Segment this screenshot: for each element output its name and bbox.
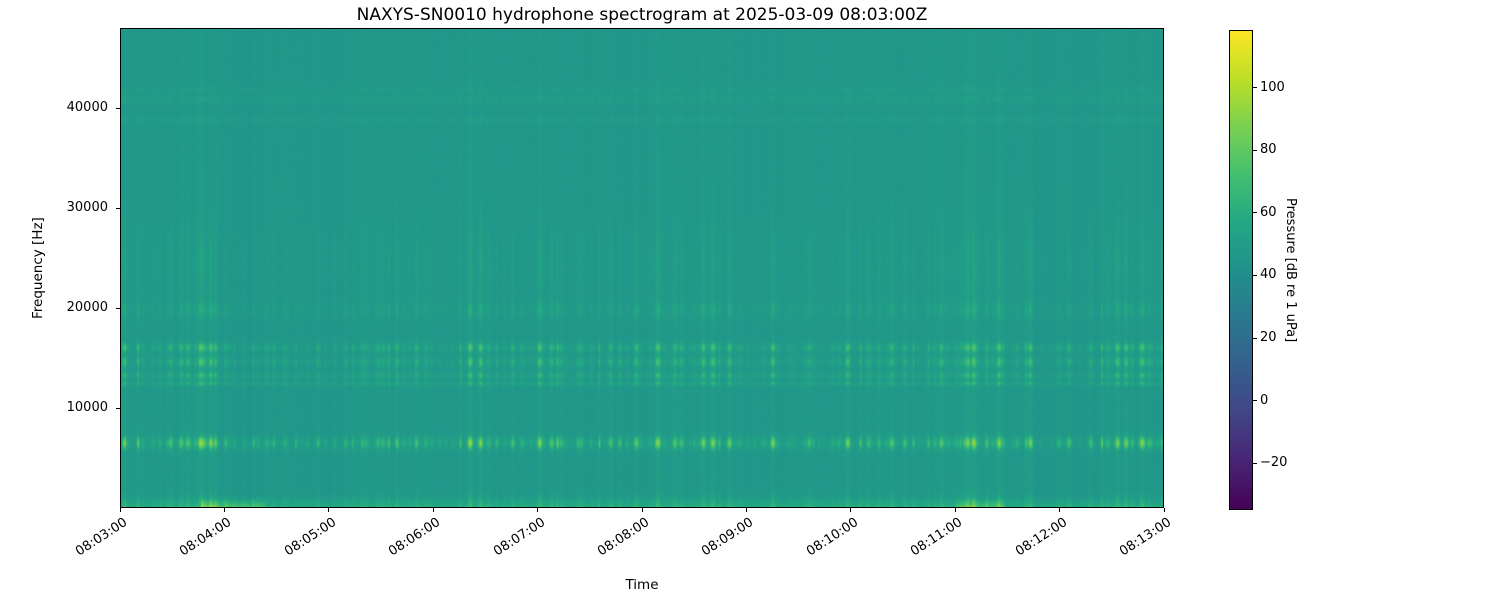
y-tick-mark xyxy=(116,207,120,209)
y-tick-label: 20000 xyxy=(66,300,108,315)
colorbar-tick-label: 60 xyxy=(1260,204,1277,220)
x-tick-label: 08:13:00 xyxy=(1117,515,1175,560)
colorbar-tick-mark xyxy=(1253,87,1257,89)
colorbar-tick-label: 0 xyxy=(1260,392,1269,408)
x-tick-label: 08:12:00 xyxy=(1012,515,1070,560)
colorbar-tick-label: 40 xyxy=(1260,267,1277,283)
x-tick-mark xyxy=(1163,508,1165,512)
y-tick-label: 30000 xyxy=(66,200,108,215)
x-tick-label: 08:06:00 xyxy=(386,515,444,560)
x-tick-label: 08:07:00 xyxy=(490,515,548,560)
colorbar-tick-mark xyxy=(1253,149,1257,151)
y-tick-mark xyxy=(116,107,120,109)
colorbar-tick-label: −20 xyxy=(1260,455,1288,471)
x-tick-label: 08:05:00 xyxy=(281,515,339,560)
y-axis-label: Frequency [Hz] xyxy=(30,217,46,319)
x-tick-mark xyxy=(328,508,330,512)
x-tick-mark xyxy=(641,508,643,512)
x-tick-label: 08:04:00 xyxy=(177,515,235,560)
x-tick-label: 08:09:00 xyxy=(699,515,757,560)
y-tick-label: 10000 xyxy=(66,400,108,415)
x-tick-label: 08:10:00 xyxy=(803,515,861,560)
x-tick-label: 08:08:00 xyxy=(595,515,653,560)
colorbar-tick-mark xyxy=(1253,462,1257,464)
x-tick-mark xyxy=(537,508,539,512)
x-axis-label: Time xyxy=(625,577,659,593)
x-tick-mark xyxy=(745,508,747,512)
colorbar-tick-label: 20 xyxy=(1260,330,1277,345)
y-tick-label: 40000 xyxy=(66,100,108,115)
colorbar-tick-mark xyxy=(1253,400,1257,402)
colorbar-tick-mark xyxy=(1253,212,1257,214)
x-tick-label: 08:03:00 xyxy=(73,515,131,560)
x-tick-label: 08:11:00 xyxy=(908,515,966,560)
x-tick-mark xyxy=(432,508,434,512)
x-tick-mark xyxy=(223,508,225,512)
y-tick-mark xyxy=(116,407,120,409)
chart-title: NAXYS-SN0010 hydrophone spectrogram at 2… xyxy=(356,5,928,25)
colorbar-tick-mark xyxy=(1253,274,1257,276)
colorbar-tick-label: 100 xyxy=(1260,79,1285,95)
x-tick-mark xyxy=(119,508,121,512)
y-tick-mark xyxy=(116,307,120,309)
colorbar-tick-mark xyxy=(1253,337,1257,339)
colorbar-label: Pressure [dB re 1 uPa] xyxy=(1283,197,1298,343)
x-tick-mark xyxy=(1059,508,1061,512)
spectrogram-canvas xyxy=(120,28,1164,508)
colorbar-canvas xyxy=(1229,30,1253,510)
colorbar-tick-label: 80 xyxy=(1260,142,1277,158)
x-tick-mark xyxy=(850,508,852,512)
x-tick-mark xyxy=(954,508,956,512)
